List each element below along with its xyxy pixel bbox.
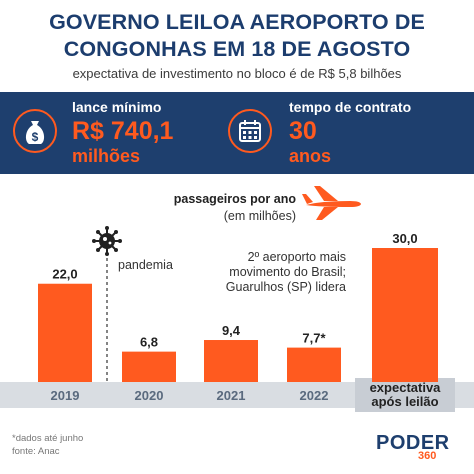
- bar-3: [287, 347, 341, 382]
- money-bag-icon: $: [13, 109, 57, 153]
- airplane-icon: [302, 186, 361, 220]
- contract-label: tempo de contrato: [289, 99, 412, 115]
- pandemic-label: pandemia: [118, 258, 173, 272]
- contract-value: 30: [289, 117, 317, 145]
- airport-note-line-2: movimento do Brasil;: [229, 265, 346, 279]
- bar-value-label-1: 6,8: [140, 335, 158, 350]
- legend-title: passageiros por ano: [173, 192, 296, 206]
- bid-value: R$ 740,1: [72, 117, 174, 145]
- logo-number: 360: [418, 450, 437, 462]
- contract-unit: anos: [289, 146, 332, 166]
- highlight-column: [355, 378, 455, 412]
- subtitle: expectativa de investimento no bloco é d…: [72, 66, 402, 81]
- svg-text:$: $: [32, 130, 39, 144]
- x-tick-label-2: 2021: [217, 388, 246, 403]
- bid-unit: milhões: [72, 146, 141, 166]
- x-tick-label-3: 2022: [300, 388, 329, 403]
- bar-value-label-4: 30,0: [392, 231, 417, 246]
- bar-value-label-3: 7,7*: [302, 331, 326, 346]
- bar-2: [204, 340, 258, 382]
- highlight-band: $ lance mínimo R$ 740,1 milhões tempo de…: [0, 92, 474, 174]
- x-tick-label-4: expectativa após leilão: [370, 380, 442, 409]
- title-line-2: CONGONHAS EM 18 DE AGOSTO: [63, 37, 411, 61]
- calendar-icon: [228, 109, 272, 153]
- footnote-source: fonte: Anac: [12, 446, 60, 457]
- bar-value-label-0: 22,0: [52, 267, 77, 282]
- title-line-1: GOVERNO LEILOA AEROPORTO DE: [49, 10, 425, 34]
- bar-1: [122, 351, 176, 382]
- footnote-partial-data: *dados até junho: [12, 433, 84, 444]
- logo-name: PODER: [376, 432, 450, 454]
- airport-note-line-1: 2º aeroporto mais: [247, 250, 346, 264]
- x-tick-label-1: 2020: [135, 388, 164, 403]
- legend-subtitle: (em milhões): [223, 209, 296, 223]
- bar-value-label-2: 9,4: [222, 323, 241, 338]
- bid-label: lance mínimo: [72, 99, 162, 115]
- airport-note: 2º aeroporto mais movimento do Brasil; G…: [200, 250, 346, 295]
- bar-4: [372, 248, 438, 382]
- virus-icon: [92, 226, 122, 256]
- airport-note-line-3: Guarulhos (SP) lidera: [225, 280, 346, 294]
- bar-0: [38, 283, 92, 382]
- x-tick-label-0: 2019: [51, 388, 80, 403]
- page-title: GOVERNO LEILOA AEROPORTO DE CONGONHAS EM…: [0, 9, 474, 63]
